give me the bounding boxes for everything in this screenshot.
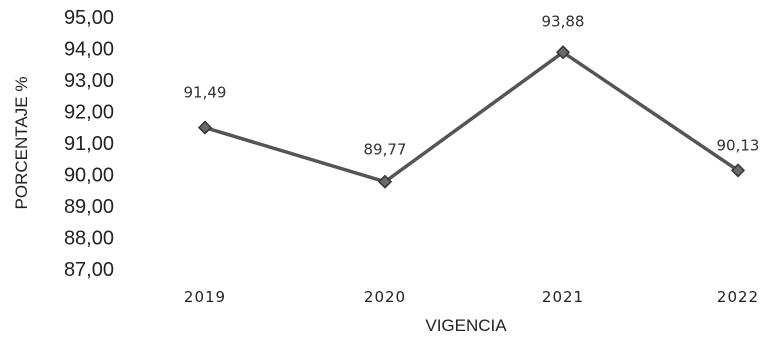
y-tick-label: 95,00 xyxy=(64,7,114,29)
y-tick-labels: 95,00 94,00 93,00 92,00 91,00 90,00 89,00 88,00… xyxy=(64,7,114,281)
y-tick-label: 94,00 xyxy=(64,39,114,61)
x-tick-label: 2020 xyxy=(364,288,406,306)
x-tick-labels: 2019 2020 2021 2022 xyxy=(184,288,759,306)
y-tick-label: 90,00 xyxy=(64,165,114,187)
data-point-marker xyxy=(197,120,213,135)
data-label: 93,88 xyxy=(542,12,585,30)
y-tick-label: 89,00 xyxy=(64,196,114,218)
y-tick-label: 92,00 xyxy=(64,102,114,124)
x-tick-label: 2019 xyxy=(184,288,226,306)
x-axis-label: VIGENCIA xyxy=(425,316,507,335)
y-tick-label: 91,00 xyxy=(64,133,114,155)
data-label: 90,13 xyxy=(717,136,760,154)
series-line xyxy=(204,50,739,184)
x-tick-label: 2021 xyxy=(542,288,584,306)
data-label: 91,49 xyxy=(184,84,227,102)
y-tick-label: 93,00 xyxy=(64,70,114,92)
data-point-marker xyxy=(555,45,571,60)
y-tick-label: 88,00 xyxy=(64,228,114,250)
y-axis-label: PORCENTAJE % xyxy=(12,77,31,210)
y-tick-label: 87,00 xyxy=(64,259,114,281)
x-tick-label: 2022 xyxy=(717,288,759,306)
data-point-marker xyxy=(730,163,746,178)
data-markers xyxy=(197,45,746,189)
data-point-marker xyxy=(377,174,393,189)
data-label: 89,77 xyxy=(364,141,407,159)
data-labels: 91,49 89,77 93,88 90,13 xyxy=(184,12,760,158)
